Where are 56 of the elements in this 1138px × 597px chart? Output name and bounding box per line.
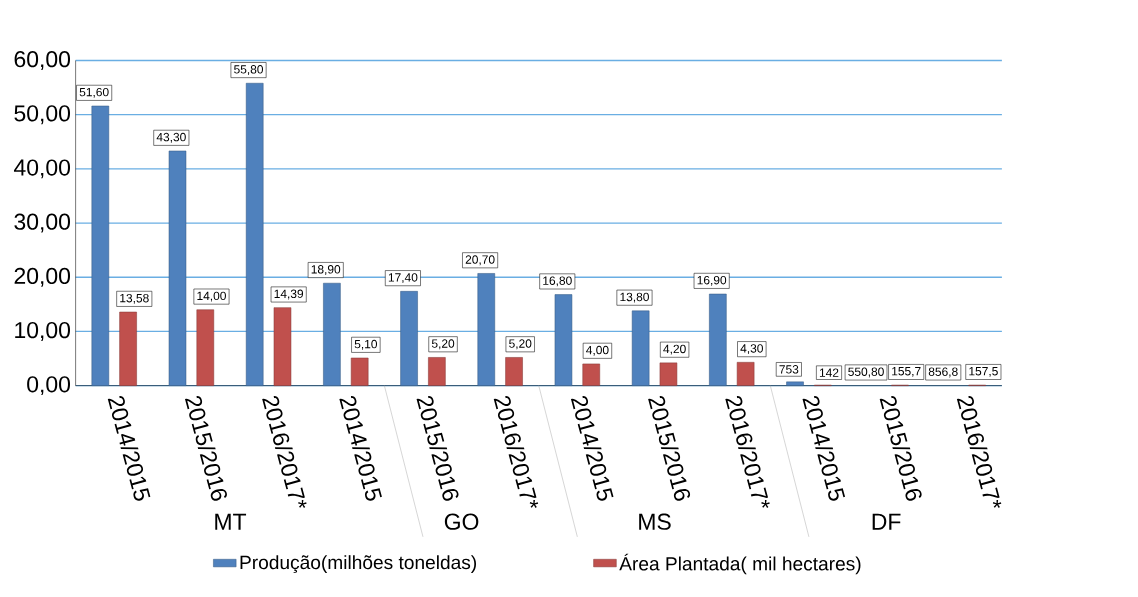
y-tick-label: 30,00	[14, 213, 71, 233]
bar	[428, 357, 446, 386]
data-label: 5,10	[354, 339, 378, 350]
data-label: 5,20	[509, 339, 532, 350]
data-label: 51,60	[79, 87, 109, 98]
bar	[554, 294, 573, 386]
bar	[91, 105, 110, 386]
bar	[168, 150, 187, 386]
data-label: 4,00	[586, 345, 609, 356]
annotation: 856,8	[928, 367, 958, 378]
data-label: 16,80	[543, 276, 572, 287]
data-label: 4,20	[663, 344, 686, 355]
annotation: 550,80	[848, 367, 884, 378]
data-label: 4,30	[740, 344, 763, 354]
bar	[350, 357, 369, 386]
bar	[736, 361, 755, 386]
y-tick-label: 0,00	[27, 375, 71, 395]
bar	[119, 311, 137, 386]
bar	[323, 282, 341, 386]
bar	[582, 363, 601, 386]
bar	[245, 82, 264, 386]
data-label: 18,90	[311, 264, 341, 275]
bar	[631, 310, 650, 386]
data-label: 16,90	[697, 275, 727, 286]
annotation: 142	[819, 368, 839, 377]
text: DF	[872, 513, 901, 530]
y-tick-label: 20,00	[14, 267, 71, 287]
y-tick-label: 40,00	[13, 159, 71, 179]
text: MT	[215, 513, 247, 530]
bar	[786, 381, 804, 386]
data-label: 17,40	[388, 273, 418, 283]
legend-label: Área Plantada( mil hectares)	[619, 553, 861, 575]
data-label: 20,70	[465, 255, 495, 266]
annotation: 753	[779, 364, 799, 374]
annotation: 157,5	[969, 366, 998, 377]
data-label: 55,80	[234, 64, 264, 75]
y-tick-label: 60,00	[14, 50, 71, 70]
bar	[505, 357, 523, 386]
bar	[400, 290, 418, 386]
data-label: 13,58	[120, 293, 149, 304]
data-label: 13,80	[620, 292, 649, 303]
data-label: 5,20	[431, 339, 455, 350]
y-tick-label: 50,00	[14, 105, 71, 124]
bar	[659, 362, 678, 386]
bar	[273, 307, 292, 386]
y-tick-label: 10,00	[15, 321, 71, 341]
annotation: 155,7	[892, 366, 921, 377]
bar	[709, 293, 727, 386]
text: MS	[639, 513, 671, 530]
legend-label: Produção(milhões toneldas)	[240, 554, 477, 573]
data-label: 14,00	[197, 291, 226, 302]
bar	[196, 309, 215, 386]
data-label: 14,39	[274, 289, 304, 300]
data-label: 43,30	[156, 132, 186, 143]
text: GO	[444, 513, 479, 530]
bar	[477, 273, 496, 386]
